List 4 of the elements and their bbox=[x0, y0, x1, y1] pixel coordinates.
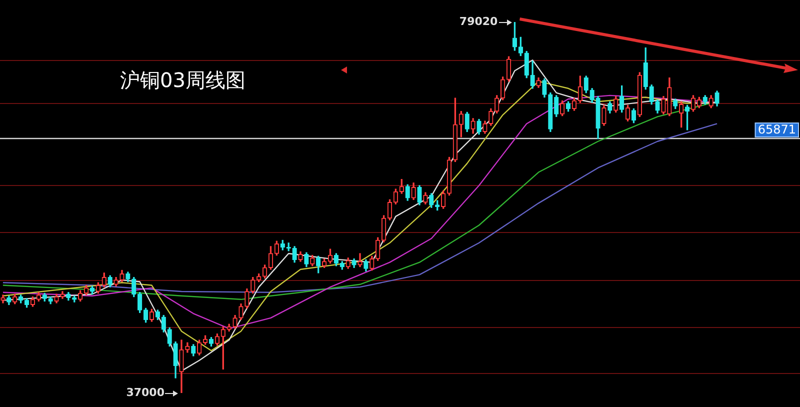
text: 沪铜03周线图 bbox=[120, 68, 246, 92]
ref-line-label: 65871 bbox=[758, 122, 796, 137]
annotation: 79020 bbox=[459, 14, 498, 28]
annotation: 37000 bbox=[126, 386, 165, 399]
